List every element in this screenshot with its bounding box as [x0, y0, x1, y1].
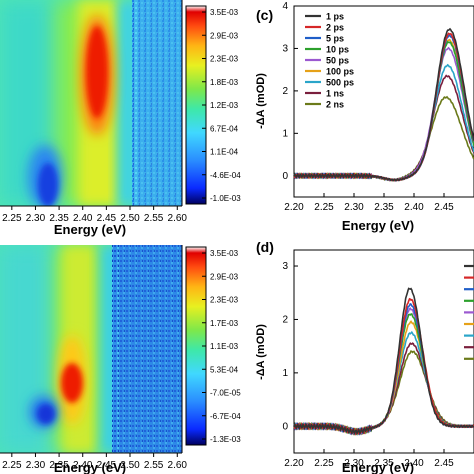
colorbar-tick-label: 3.5E-03 [210, 249, 239, 258]
y-tick-label: 4 [282, 1, 288, 12]
heatmap-top: 2.25 2.30 2.35 2.40 2.45 2.50 2.55 2.60 Energy … [0, 0, 187, 237]
colorbar-tick-label: 5.3E-04 [210, 365, 239, 374]
x-tick-label: 2.40 [73, 213, 93, 224]
x-tick-label: 2.25 [314, 202, 334, 213]
colorbar-tick-label: -7.0E-05 [210, 389, 241, 398]
colorbar-tick-label: -1.3E-03 [210, 435, 241, 444]
x-tick-label: 2.30 [26, 460, 46, 471]
legend-label: 2 ns [326, 100, 344, 110]
legend-label: 50 ps [326, 56, 349, 66]
colorbar-tick-label: 1.1E-04 [210, 148, 239, 157]
legend-label: 100 ps [326, 67, 354, 77]
x-tick-label: 2.25 [2, 460, 22, 471]
y-tick-label: 2 [282, 314, 288, 325]
colorbar-tick-label: 1.8E-03 [210, 78, 239, 87]
x-axis-label-top: Energy (eV) [54, 222, 126, 237]
heatmap-bottom: 2.25 2.30 2.35 2.40 2.45 2.50 2.55 2.60 Energy … [0, 245, 187, 474]
legend-label: 2 ps [326, 23, 344, 33]
legend-label: 1 ps [326, 12, 344, 22]
colorbar-tick-label: 1.7E-03 [210, 319, 239, 328]
colorbar-tick-label: 2.3E-03 [210, 55, 239, 64]
x-tick-label: 2.45 [97, 460, 117, 471]
colorbar-tick-label: 2.9E-03 [210, 272, 239, 281]
x-tick-label: 2.40 [404, 458, 424, 469]
y-tick-label: 1 [282, 128, 288, 139]
x-axis-label-c: Energy (eV) [342, 218, 414, 233]
line-chart-d: 2.20 2.25 2.30 2.35 2.40 2.45 0 1 2 3 (d) -ΔA (mO… [255, 239, 474, 474]
x-tick-label: 2.35 [49, 460, 69, 471]
x-axis-label-d: Energy (eV) [342, 460, 414, 474]
x-tick-label: 2.35 [374, 458, 394, 469]
x-tick-label: 2.50 [120, 460, 140, 471]
panel-label-d: (d) [256, 239, 274, 255]
x-axis-label-bottom: Energy (eV) [54, 460, 126, 474]
legend-label: 5 ps [326, 34, 344, 44]
y-tick-label: 0 [282, 171, 288, 182]
x-tick-label: 2.45 [434, 458, 454, 469]
colorbar-bottom: 3.5E-03 2.9E-03 2.3E-03 1.7E-03 1.1E-03 5.3E-… [185, 246, 241, 446]
x-tick-label: 2.45 [97, 213, 117, 224]
x-tick-label: 2.55 [144, 213, 164, 224]
series-line [293, 287, 474, 436]
y-tick-label: 2 [282, 86, 288, 97]
colorbar-tick-label: 1.1E-03 [210, 342, 239, 351]
line-chart-c: 2.20 2.25 2.30 2.35 2.40 2.45 0 1 2 3 4 1 ps2 ps5 p… [255, 1, 474, 233]
colorbar-tick-label: -6.7E-04 [210, 412, 241, 421]
y-tick-label: 1 [282, 368, 288, 379]
x-tick-label: 2.25 [314, 458, 334, 469]
x-tick-label: 2.20 [284, 202, 304, 213]
x-tick-label: 2.40 [404, 202, 424, 213]
colorbar-tick-label: 6.7E-04 [210, 124, 239, 133]
x-tick-label: 2.25 [2, 213, 22, 224]
x-tick-label: 2.50 [120, 213, 140, 224]
y-axis-label-c: -ΔA (mOD) [255, 73, 267, 129]
x-tick-label: 2.45 [434, 202, 454, 213]
x-tick-label: 2.35 [49, 213, 69, 224]
series-line [293, 27, 474, 182]
colorbar-tick-label: 1.2E-03 [210, 101, 239, 110]
x-tick-label: 2.60 [168, 213, 188, 224]
colorbar-tick-label: -1.0E-03 [210, 194, 241, 203]
x-tick-label: 2.40 [73, 460, 93, 471]
legend-label: 1 ns [326, 89, 344, 99]
colorbar-tick-label: 3.5E-03 [210, 8, 239, 17]
x-tick-label: 2.20 [284, 458, 304, 469]
panel-label-c: (c) [256, 7, 273, 23]
bleach-peak-bottom [61, 363, 83, 403]
x-tick-label: 2.30 [344, 458, 364, 469]
x-tick-label: 2.30 [344, 202, 364, 213]
y-tick-label: 3 [282, 43, 288, 54]
x-tick-label: 2.30 [26, 213, 46, 224]
legend-label: 500 ps [326, 78, 354, 88]
x-tick-label: 2.55 [144, 460, 164, 471]
colorbar-tick-label: 2.9E-03 [210, 31, 239, 40]
colorbar-tick-label: -4.6E-04 [210, 171, 241, 180]
colorbar-tick-label: 2.3E-03 [210, 296, 239, 305]
colorbar-top: 3.5E-03 2.9E-03 2.3E-03 1.8E-03 1.2E-03 6.7E-… [185, 5, 241, 205]
legend-label: 10 ps [326, 45, 349, 55]
y-axis-label-d: -ΔA (mOD) [255, 324, 267, 380]
x-tick-label: 2.60 [168, 460, 188, 471]
x-tick-label: 2.35 [374, 202, 394, 213]
y-tick-label: 3 [282, 261, 288, 272]
y-tick-label: 0 [282, 421, 288, 432]
